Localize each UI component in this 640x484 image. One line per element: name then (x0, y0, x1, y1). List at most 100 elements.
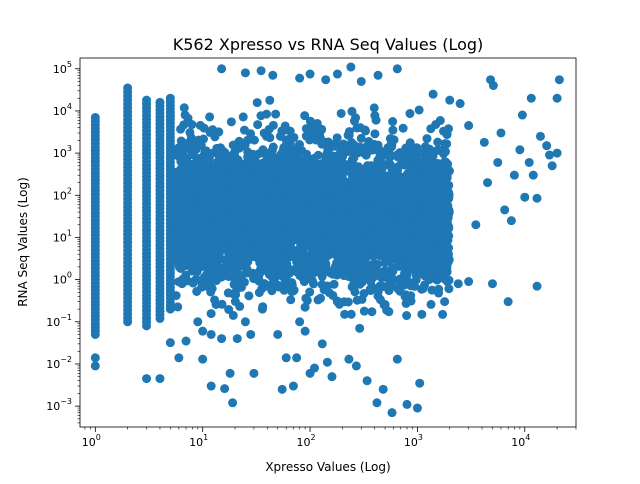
data-point (406, 211, 416, 221)
data-point (250, 163, 260, 173)
data-point (355, 323, 365, 333)
data-point (347, 170, 357, 180)
data-point (196, 252, 206, 262)
data-point (373, 70, 383, 80)
data-point (295, 73, 305, 83)
data-point (400, 160, 410, 170)
data-point (217, 299, 227, 309)
data-point (373, 266, 383, 276)
data-point (282, 153, 292, 163)
data-point (396, 192, 406, 202)
data-point (355, 123, 365, 133)
y-tick-label: 103 (53, 144, 72, 160)
data-point (347, 106, 357, 116)
data-point (206, 174, 216, 184)
data-point (123, 83, 133, 93)
data-point (373, 140, 383, 150)
data-point (414, 215, 424, 225)
data-point (441, 226, 451, 236)
data-point (235, 301, 245, 311)
data-point (286, 295, 296, 305)
data-point (220, 384, 230, 394)
data-point (308, 205, 318, 215)
data-point (335, 214, 345, 224)
data-point (292, 353, 302, 363)
data-point (349, 278, 359, 288)
data-point (323, 153, 333, 163)
data-point (182, 183, 192, 193)
data-point (391, 241, 401, 251)
data-point (295, 260, 305, 270)
data-point (432, 145, 442, 155)
y-tick-label: 100 (53, 271, 72, 287)
data-point (347, 202, 357, 212)
data-point (195, 262, 205, 272)
data-point (198, 326, 208, 336)
data-point (209, 195, 219, 205)
data-point (464, 121, 474, 131)
data-point (324, 243, 334, 253)
data-point (249, 196, 259, 206)
data-point (276, 257, 286, 267)
data-point (425, 154, 435, 164)
data-point (253, 120, 263, 130)
data-point (171, 230, 181, 240)
data-point (335, 148, 345, 158)
data-point (381, 252, 391, 262)
data-point (253, 244, 263, 254)
data-point (206, 381, 216, 391)
data-point (206, 164, 216, 174)
data-point (262, 109, 272, 119)
data-point (351, 361, 361, 371)
data-point (302, 295, 312, 305)
data-point (385, 134, 395, 144)
data-point (313, 150, 323, 160)
data-point (256, 258, 266, 268)
y-tick-label: 105 (53, 60, 72, 76)
data-point (155, 97, 165, 107)
data-point (228, 289, 238, 299)
data-point (201, 280, 211, 290)
data-point (329, 279, 339, 289)
data-point (271, 109, 281, 119)
data-point (283, 262, 293, 272)
data-point (418, 265, 428, 275)
data-point (554, 75, 564, 85)
data-point (267, 268, 277, 278)
data-point (503, 297, 513, 307)
data-point (217, 334, 227, 344)
data-point (274, 204, 284, 214)
data-point (442, 217, 452, 227)
data-point (299, 178, 309, 188)
data-point (239, 141, 249, 151)
data-point (419, 178, 429, 188)
data-point (444, 243, 454, 253)
data-point (90, 353, 100, 363)
data-point (362, 376, 372, 386)
data-point (364, 188, 374, 198)
data-point (433, 162, 443, 172)
data-point (315, 293, 325, 303)
data-point (195, 187, 205, 197)
data-point (416, 236, 426, 246)
data-point (190, 257, 200, 267)
data-point (284, 200, 294, 210)
data-point (281, 353, 291, 363)
data-point (352, 254, 362, 264)
data-point (192, 286, 202, 296)
x-tick-label: 104 (511, 433, 530, 449)
data-point (552, 93, 562, 103)
data-point (415, 378, 425, 388)
data-point (321, 282, 331, 291)
data-point (385, 149, 395, 159)
data-point (193, 317, 203, 327)
data-point (385, 281, 395, 291)
data-point (180, 229, 190, 239)
data-point (455, 99, 465, 109)
data-point (339, 257, 349, 267)
y-tick-label: 102 (53, 186, 72, 202)
data-point (348, 261, 358, 271)
data-point (388, 266, 398, 276)
data-point (509, 170, 519, 180)
data-point (361, 262, 371, 272)
